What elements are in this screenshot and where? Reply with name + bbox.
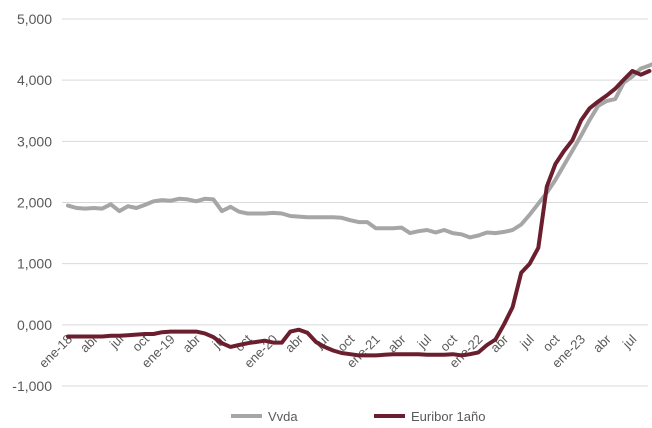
y-tick-label: 4,000 <box>17 72 52 88</box>
legend: Vvda Euribor 1año <box>231 409 485 424</box>
legend-label-euribor: Euribor 1año <box>411 409 485 424</box>
y-axis-tick-labels: -1,000 0,000 1,000 2,000 3,000 4,000 5,000 <box>12 11 52 394</box>
x-tick-label: jul <box>516 331 537 352</box>
y-tick-label: -1,000 <box>12 378 52 394</box>
x-tick-label: abr <box>179 331 203 355</box>
y-tick-label: 1,000 <box>17 256 52 272</box>
x-tick-label: abr <box>385 331 409 355</box>
series-line-vvda <box>66 62 652 240</box>
series-lines <box>66 62 652 358</box>
y-tick-label: 2,000 <box>17 195 52 211</box>
y-tick-label: 3,000 <box>17 133 52 149</box>
legend-label-vvda: Vvda <box>268 409 298 424</box>
x-tick-label: jul <box>414 331 435 352</box>
grid-lines <box>62 18 648 387</box>
x-tick-label: jul <box>619 331 640 352</box>
x-tick-label: abr <box>590 331 614 355</box>
series-line-euribor <box>66 69 652 358</box>
y-tick-label: 0,000 <box>17 317 52 333</box>
y-tick-label: 5,000 <box>17 11 52 27</box>
